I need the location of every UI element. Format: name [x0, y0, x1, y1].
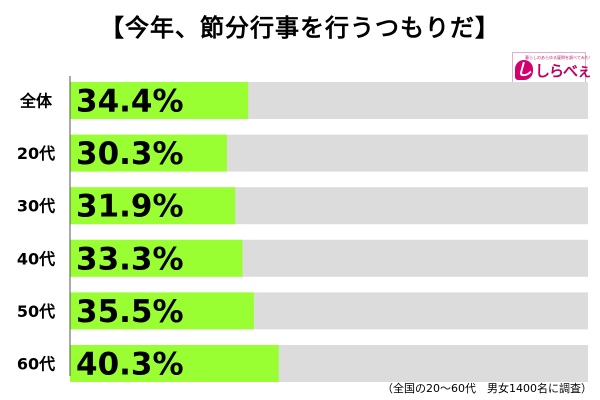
value-label: 35.5% [76, 294, 184, 330]
value-label: 34.4% [76, 84, 184, 120]
bar [70, 187, 236, 225]
value-label: 33.3% [76, 241, 184, 277]
bar [70, 345, 279, 382]
category-label: 40代 [17, 249, 55, 268]
category-label: 30代 [17, 197, 55, 216]
bar [70, 292, 254, 330]
bar [70, 134, 227, 172]
bar [70, 82, 249, 119]
category-label: 20代 [17, 144, 55, 163]
category-label: 60代 [17, 355, 55, 374]
chart-title: 【今年、節分行事を行うつもりだ】 [100, 14, 500, 42]
value-label: 31.9% [76, 189, 184, 225]
brand-glyph-icon: し [515, 60, 533, 80]
value-label: 40.3% [76, 347, 184, 383]
category-label: 全体 [19, 92, 53, 111]
brand-name: しらべぇ [535, 62, 592, 80]
category-label: 50代 [17, 302, 55, 321]
value-label: 30.3% [76, 136, 184, 172]
bar [70, 239, 243, 277]
brand-tagline: 暮らしのあらゆる疑問を調べてみた！ [525, 55, 593, 60]
brand-logo: 暮らしのあらゆる疑問を調べてみた！ し しらべぇ [512, 52, 593, 84]
source-note: （全国の20〜60代 男女1400名に調査） [382, 382, 592, 395]
